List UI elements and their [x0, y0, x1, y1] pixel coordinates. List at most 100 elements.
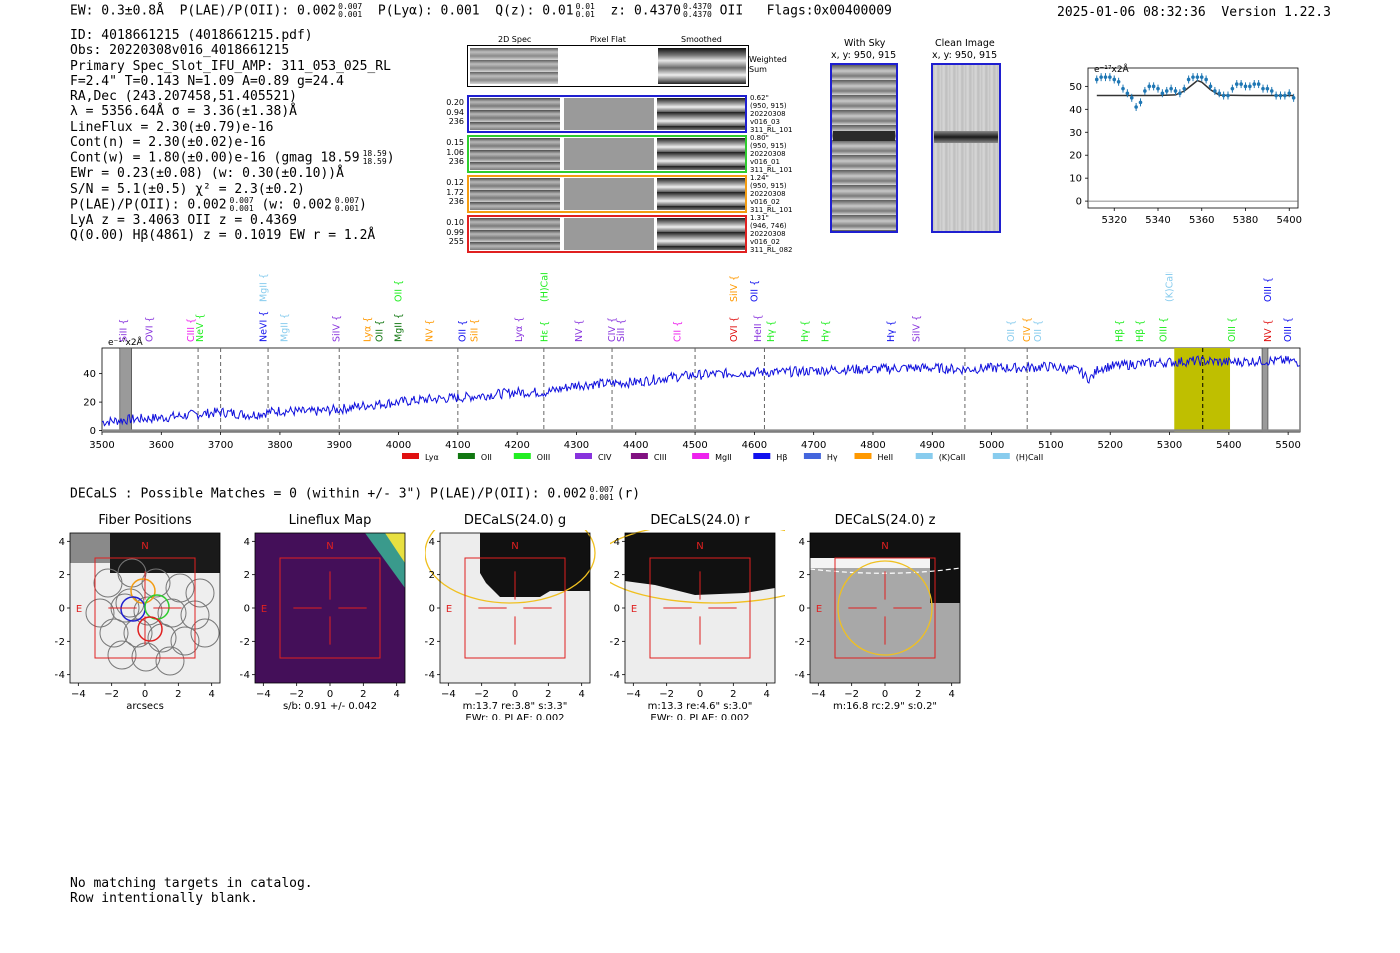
line-fit-data-point — [1134, 105, 1138, 109]
spectrum-line-label: MgII { — [258, 273, 269, 302]
decals-east-label: E — [261, 604, 267, 615]
decals-ytick-label: 0 — [59, 604, 65, 615]
spectrum-legend-swatch — [513, 453, 531, 459]
footer-note: No matching targets in catalog. Row inte… — [70, 876, 313, 906]
decals-caption-2: EWr: 0, PLAE: 0.002 — [465, 713, 564, 720]
spectrum-fit-region — [1174, 348, 1231, 432]
decals-ytick-label: 0 — [244, 604, 250, 615]
decals-panel-1: N E −4 −2 0 2 4 4 2 0 −2 −4 arcsecs — [55, 532, 221, 712]
header-ew: EW: 0.3±0.8Å — [70, 3, 164, 19]
decals-ytick-label: 0 — [614, 604, 620, 615]
spectrum-line-label: OII { — [1006, 320, 1017, 342]
cutout-row-values: 0.10 0.99 255 — [446, 218, 464, 246]
spectrum-legend-label: OIII — [537, 453, 550, 462]
line-fit-data-point — [1243, 84, 1248, 89]
line-fit-ytick-label: 20 — [1069, 151, 1082, 162]
decals-caption: arcsecs — [126, 701, 164, 712]
header-plya: P(Lyα): 0.001 — [377, 3, 480, 19]
decals-search-box — [464, 557, 566, 659]
line-fit-data-point — [1208, 84, 1213, 89]
decals-search-box — [649, 557, 751, 659]
decals-ytick-label: −4 — [240, 670, 250, 681]
line-fit-data-point — [1151, 84, 1156, 89]
spectrum-line-label: OIII { — [1159, 317, 1170, 342]
decals-ytick-label: −2 — [425, 637, 435, 648]
clean-image-title: Clean Image — [935, 38, 995, 49]
decals-panel-title: Lineflux Map — [288, 513, 372, 528]
spectrum-line-label: Hγ { — [886, 320, 897, 342]
decals-xtick-label: −2 — [844, 689, 859, 700]
cutout-pixel-flat — [564, 138, 654, 170]
fiber-circle — [185, 578, 215, 608]
line-fit-data-point — [1186, 77, 1191, 82]
decals-ytick-label: 0 — [799, 604, 805, 615]
header-datetime: 2025-01-06 08:32:36 — [1057, 5, 1206, 20]
spectrum-line-label: SiIV { — [331, 315, 342, 342]
decals-ytick-label: 4 — [429, 537, 435, 548]
fiber-circle — [157, 598, 187, 628]
decals-search-box — [834, 557, 936, 659]
decals-xtick-label: −2 — [659, 689, 674, 700]
spectrum-line-label: OII { — [749, 280, 760, 302]
spectrum-legend-swatch — [402, 453, 419, 459]
decals-search-box — [94, 557, 196, 659]
line-fit-data-point — [1230, 86, 1235, 91]
fiber-circle — [170, 626, 200, 656]
decals-dark-region — [480, 533, 590, 597]
cutout-row — [467, 95, 747, 133]
spectrum-xtick-label: 5000 — [979, 440, 1004, 451]
cutout-smoothed — [657, 218, 745, 250]
line-fit-data-point — [1226, 93, 1230, 98]
cutout-2d-spec — [470, 98, 560, 130]
spectrum-legend-label: (K)CaII — [939, 453, 966, 462]
decals-east-label: E — [631, 604, 637, 615]
line-fit-xtick-label: 5340 — [1145, 215, 1170, 226]
spectrum-xtick-label: 4500 — [682, 440, 707, 451]
spectrum-legend-label: HeII — [878, 453, 894, 462]
decals-east-label: E — [816, 604, 822, 615]
spectrum-line-label: CIV { — [1022, 317, 1033, 342]
decals-panel-title: DECaLS(24.0) g — [463, 513, 567, 528]
decals-ytick-label: 2 — [59, 570, 65, 581]
decals-ytick-label: −4 — [610, 670, 620, 681]
decals-caption: m:16.8 rc:2.9" s:0.2" — [833, 701, 937, 712]
spectrum-line-label: (H)CaII { — [539, 272, 550, 302]
decals-xtick-label: 2 — [175, 689, 181, 700]
decals-ytick-label: −2 — [610, 637, 620, 648]
decals-xtick-label: 4 — [208, 689, 214, 700]
spectrum-line-label: SiIV { — [729, 275, 740, 302]
line-fit-xtick-label: 5380 — [1233, 215, 1258, 226]
line-fit-data-point — [1125, 91, 1130, 96]
col-2d-spec: 2D Spec — [498, 35, 532, 44]
line-fit-data-point — [1103, 75, 1108, 79]
decals-aperture-ellipse — [610, 530, 785, 604]
spectrum-line-label: MgII { — [280, 313, 291, 342]
cutout-row-meta: 1.31" (946, 746) 20220308 v016_02 311_RL… — [750, 214, 793, 254]
line-fit-data-point — [1178, 91, 1182, 96]
spectrum-xtick-label: 4600 — [742, 440, 767, 451]
cutout-row — [467, 135, 747, 173]
spectrum-xtick-label: 4700 — [801, 440, 826, 451]
col-smoothed: Smoothed — [681, 35, 722, 44]
decals-panel-2: N E −4 −2 0 2 4 4 2 0 −2 −4 s/b: 0.91 +/- 0.042 — [240, 532, 406, 712]
decals-ytick-label: −4 — [55, 670, 65, 681]
cutout-row-values: 0.15 1.06 236 — [446, 138, 464, 166]
decals-xtick-label: −2 — [104, 689, 119, 700]
clean-image-xy: x, y: 950, 915 — [932, 50, 998, 61]
fiber-circle — [123, 618, 153, 648]
spectrum-xtick-label: 4900 — [920, 440, 945, 451]
decals-xtick-label: 0 — [512, 689, 518, 700]
line-fit-xtick-label: 5320 — [1102, 215, 1127, 226]
decals-xtick-label: 4 — [578, 689, 584, 700]
decals-summary: DECaLS : Possible Matches = 0 (within +/… — [70, 485, 641, 502]
spectrum-legend-label: Hβ — [776, 453, 787, 462]
with-sky-title: With Sky — [844, 38, 886, 49]
fiber-circle — [85, 598, 115, 628]
fiber-circle — [141, 568, 171, 598]
spectrum-legend-swatch — [575, 453, 592, 459]
spectrum-line-label: SiII { — [118, 319, 129, 342]
spectrum-legend-swatch — [854, 453, 872, 459]
decals-north-label: N — [141, 541, 148, 552]
line-fit-ytick-label: 30 — [1069, 128, 1082, 139]
cutout-2d-spec — [470, 178, 560, 210]
